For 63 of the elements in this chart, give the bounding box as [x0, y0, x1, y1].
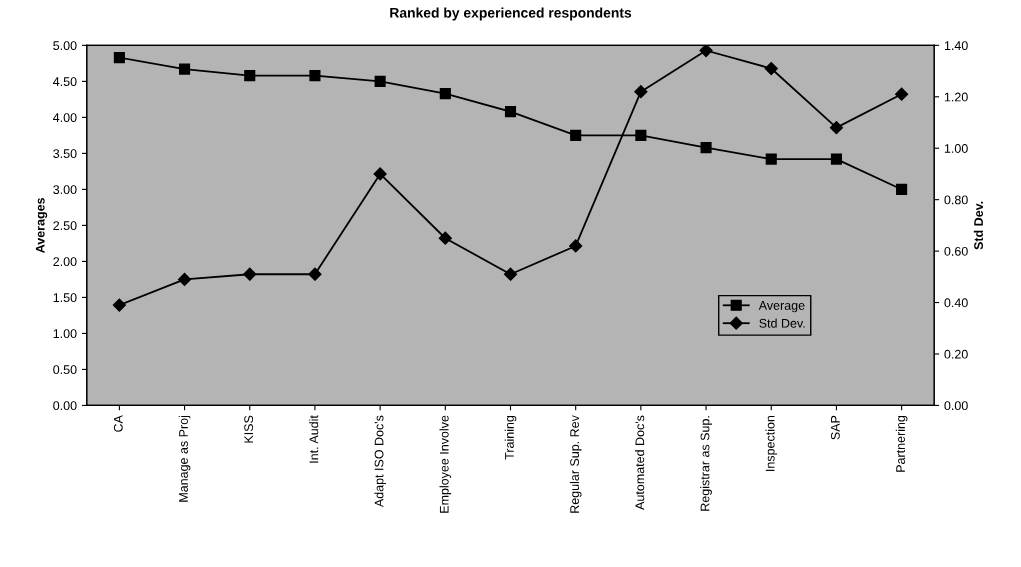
x-tick-label: Employee Involve: [439, 415, 452, 513]
x-tick-label: Automated Doc's: [635, 415, 645, 510]
y-tick-label: 4.00: [53, 113, 77, 123]
point: [244, 70, 256, 82]
y2-tick-label: 0.40: [944, 298, 968, 308]
y2-tick-label: 0.60: [944, 246, 968, 256]
chart-title: Ranked by experienced respondents: [390, 7, 632, 21]
point: [700, 142, 712, 154]
y2-tick-label: 1.00: [944, 144, 968, 153]
y2-tick-label: 0.00: [944, 401, 968, 411]
x-tick-label: Training: [504, 415, 517, 460]
x-tick-label: Inspection: [765, 415, 778, 471]
x-tick-label: Adapt ISO Doc's: [374, 415, 386, 508]
x-tick-label: Registrar as Sup.: [700, 416, 712, 511]
point: [503, 267, 518, 281]
point: [895, 87, 909, 101]
y2-axis-title: Std Dev.: [973, 201, 983, 250]
point: [373, 167, 387, 181]
x-tick-label: Partnering: [895, 415, 908, 472]
y2-tick-label: 0.20: [944, 349, 968, 359]
point: [438, 231, 452, 245]
point: [829, 121, 844, 135]
x-tick-label: KISS: [244, 415, 254, 443]
point: [308, 267, 322, 281]
y2-tick-label: 1.40: [944, 41, 968, 51]
point: [439, 88, 451, 100]
x-tick-label: SAP: [830, 415, 840, 440]
point: [112, 298, 126, 312]
point: [243, 267, 257, 281]
point: [896, 183, 908, 195]
y-tick-label: 2.50: [53, 221, 77, 231]
legend-label: Std Dev.: [759, 318, 805, 328]
x-tick-label: Manage as Proj: [178, 415, 191, 502]
point: [765, 153, 777, 165]
point: [635, 129, 647, 141]
x-tick-label: Regular Sup. Rev: [569, 415, 582, 513]
y-tick-label: 5.00: [53, 41, 77, 51]
y-tick-label: 2.00: [53, 257, 77, 267]
y-tick-label: 1.00: [53, 329, 77, 339]
y2-tick-label: 1.20: [944, 92, 968, 102]
point: [504, 106, 517, 118]
point: [309, 70, 321, 82]
point: [570, 129, 582, 141]
point: [113, 52, 125, 64]
point: [634, 85, 648, 99]
legend-label: Average: [758, 301, 805, 313]
point: [699, 45, 713, 58]
y-tick-label: 0.00: [53, 401, 77, 411]
point: [374, 75, 386, 87]
y-tick-label: 0.50: [53, 365, 77, 375]
y2-tick-label: 0.80: [944, 195, 968, 205]
point: [569, 239, 583, 253]
x-tick-label: CA: [113, 415, 123, 432]
point: [764, 61, 778, 76]
point: [177, 272, 192, 286]
point: [179, 63, 191, 75]
y-tick-label: 1.50: [53, 293, 77, 303]
y-tick-label: 3.50: [53, 149, 77, 159]
y-tick-label: 3.00: [53, 185, 77, 195]
point: [830, 153, 842, 165]
y-tick-label: 4.50: [53, 77, 77, 87]
x-tick-label: Int. Audit: [309, 415, 319, 463]
y-axis-title: Averages: [35, 197, 48, 253]
